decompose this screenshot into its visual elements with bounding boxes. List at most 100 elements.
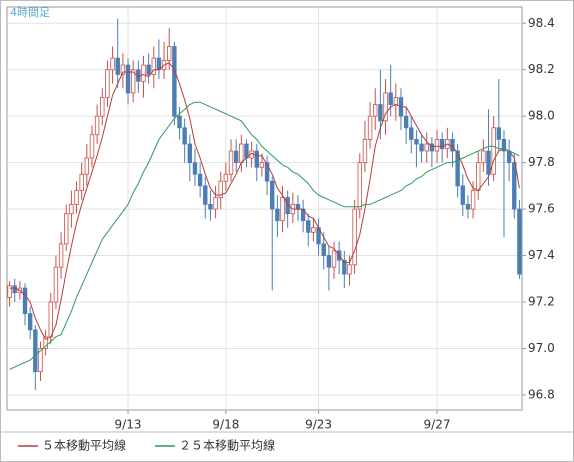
candle-body (331, 250, 337, 268)
candle-body (151, 57, 156, 75)
candle-body (182, 127, 187, 145)
candle-body (213, 197, 218, 210)
legend-label: ５本移動平均線 (42, 438, 126, 453)
candle-body (481, 150, 486, 164)
y-tick-label: 97.0 (528, 341, 555, 355)
candle-body (27, 313, 33, 331)
candle-body (486, 150, 491, 175)
candle-body (146, 64, 151, 75)
candle-body (94, 115, 100, 136)
x-tick-label: 9/13 (115, 418, 142, 432)
candle-body (357, 162, 362, 210)
candle-body (228, 150, 234, 175)
candle-body (115, 57, 120, 75)
candle-body (264, 162, 270, 182)
candle-body (197, 173, 203, 187)
candle-body (89, 134, 95, 159)
candle-body (326, 255, 332, 268)
plot-area (6, 6, 523, 411)
candle-body (218, 180, 223, 198)
candle-body (414, 138, 419, 145)
candle-body (223, 173, 229, 182)
candle-body (491, 127, 496, 175)
y-tick-label: 98.4 (528, 16, 555, 30)
candle-body (342, 259, 347, 275)
candle-body (517, 208, 522, 275)
candle-body (84, 157, 90, 175)
y-tick-label: 96.8 (528, 387, 555, 401)
y-tick-label: 98.0 (528, 109, 555, 123)
candle-body (347, 264, 352, 275)
candle-body (476, 162, 481, 191)
candle-body (512, 162, 517, 210)
candle-body (403, 115, 409, 129)
candle-body (141, 64, 146, 82)
candle-body (110, 57, 115, 71)
candle-body (239, 143, 244, 164)
candle-body (233, 150, 239, 164)
candle-body (43, 336, 48, 349)
candle-body (378, 104, 383, 122)
candle-body (311, 227, 316, 233)
candle-body (79, 173, 84, 191)
x-tick-label: 9/18 (212, 418, 239, 432)
y-tick-label: 97.2 (528, 294, 555, 308)
candle-body (275, 208, 280, 222)
candle-body (465, 204, 471, 210)
candle-body (48, 301, 53, 338)
candle-body (74, 190, 79, 205)
candle-body (53, 266, 59, 303)
candle-body (120, 64, 126, 75)
candle-body (12, 285, 17, 294)
x-tick-label: 9/27 (424, 418, 451, 432)
candle-body (187, 143, 193, 164)
candle-body (22, 287, 28, 315)
y-tick-label: 97.4 (528, 248, 555, 262)
candle-body (177, 115, 182, 129)
candle-body (393, 97, 399, 105)
y-tick-label: 97.6 (528, 202, 555, 216)
candle-body (367, 115, 373, 140)
candle-body (38, 348, 43, 373)
candle-body (501, 138, 507, 152)
candle-body (270, 180, 275, 210)
y-tick-label: 98.2 (528, 62, 555, 76)
candle-body (125, 64, 131, 94)
candle-body (450, 138, 455, 152)
candle-body (100, 97, 105, 117)
candle-body (105, 69, 110, 98)
ma-line (9, 101, 520, 370)
candle-body (254, 150, 259, 168)
candle-body (69, 204, 74, 215)
candle-body (460, 185, 465, 205)
candle-body (172, 46, 177, 117)
candle-body (192, 162, 198, 175)
legend-label: ２５本移動平均線 (179, 438, 275, 453)
candle-body (362, 138, 368, 164)
candle-body (306, 220, 311, 233)
candle-body (280, 197, 285, 222)
candle-body (321, 243, 326, 256)
candle-body (419, 143, 424, 152)
candle-body (167, 46, 172, 61)
candle-body (383, 92, 388, 122)
chart-title: 4時間足 (10, 6, 50, 19)
candle-body (455, 150, 460, 187)
candle-body (373, 104, 378, 117)
candle-body (7, 285, 12, 298)
candle-body (64, 213, 69, 245)
candle-body (208, 204, 213, 210)
candle-body (424, 143, 429, 152)
candle-body (434, 138, 440, 152)
candle-body (33, 329, 38, 373)
y-tick-label: 97.8 (528, 155, 555, 169)
ma-line (9, 62, 520, 340)
candle-body (470, 190, 476, 210)
candle-body (388, 92, 393, 105)
candle-body (244, 143, 249, 159)
candle-body (409, 127, 414, 140)
candle-body (295, 204, 301, 210)
candle-body (203, 185, 208, 205)
candle-body (259, 162, 265, 168)
